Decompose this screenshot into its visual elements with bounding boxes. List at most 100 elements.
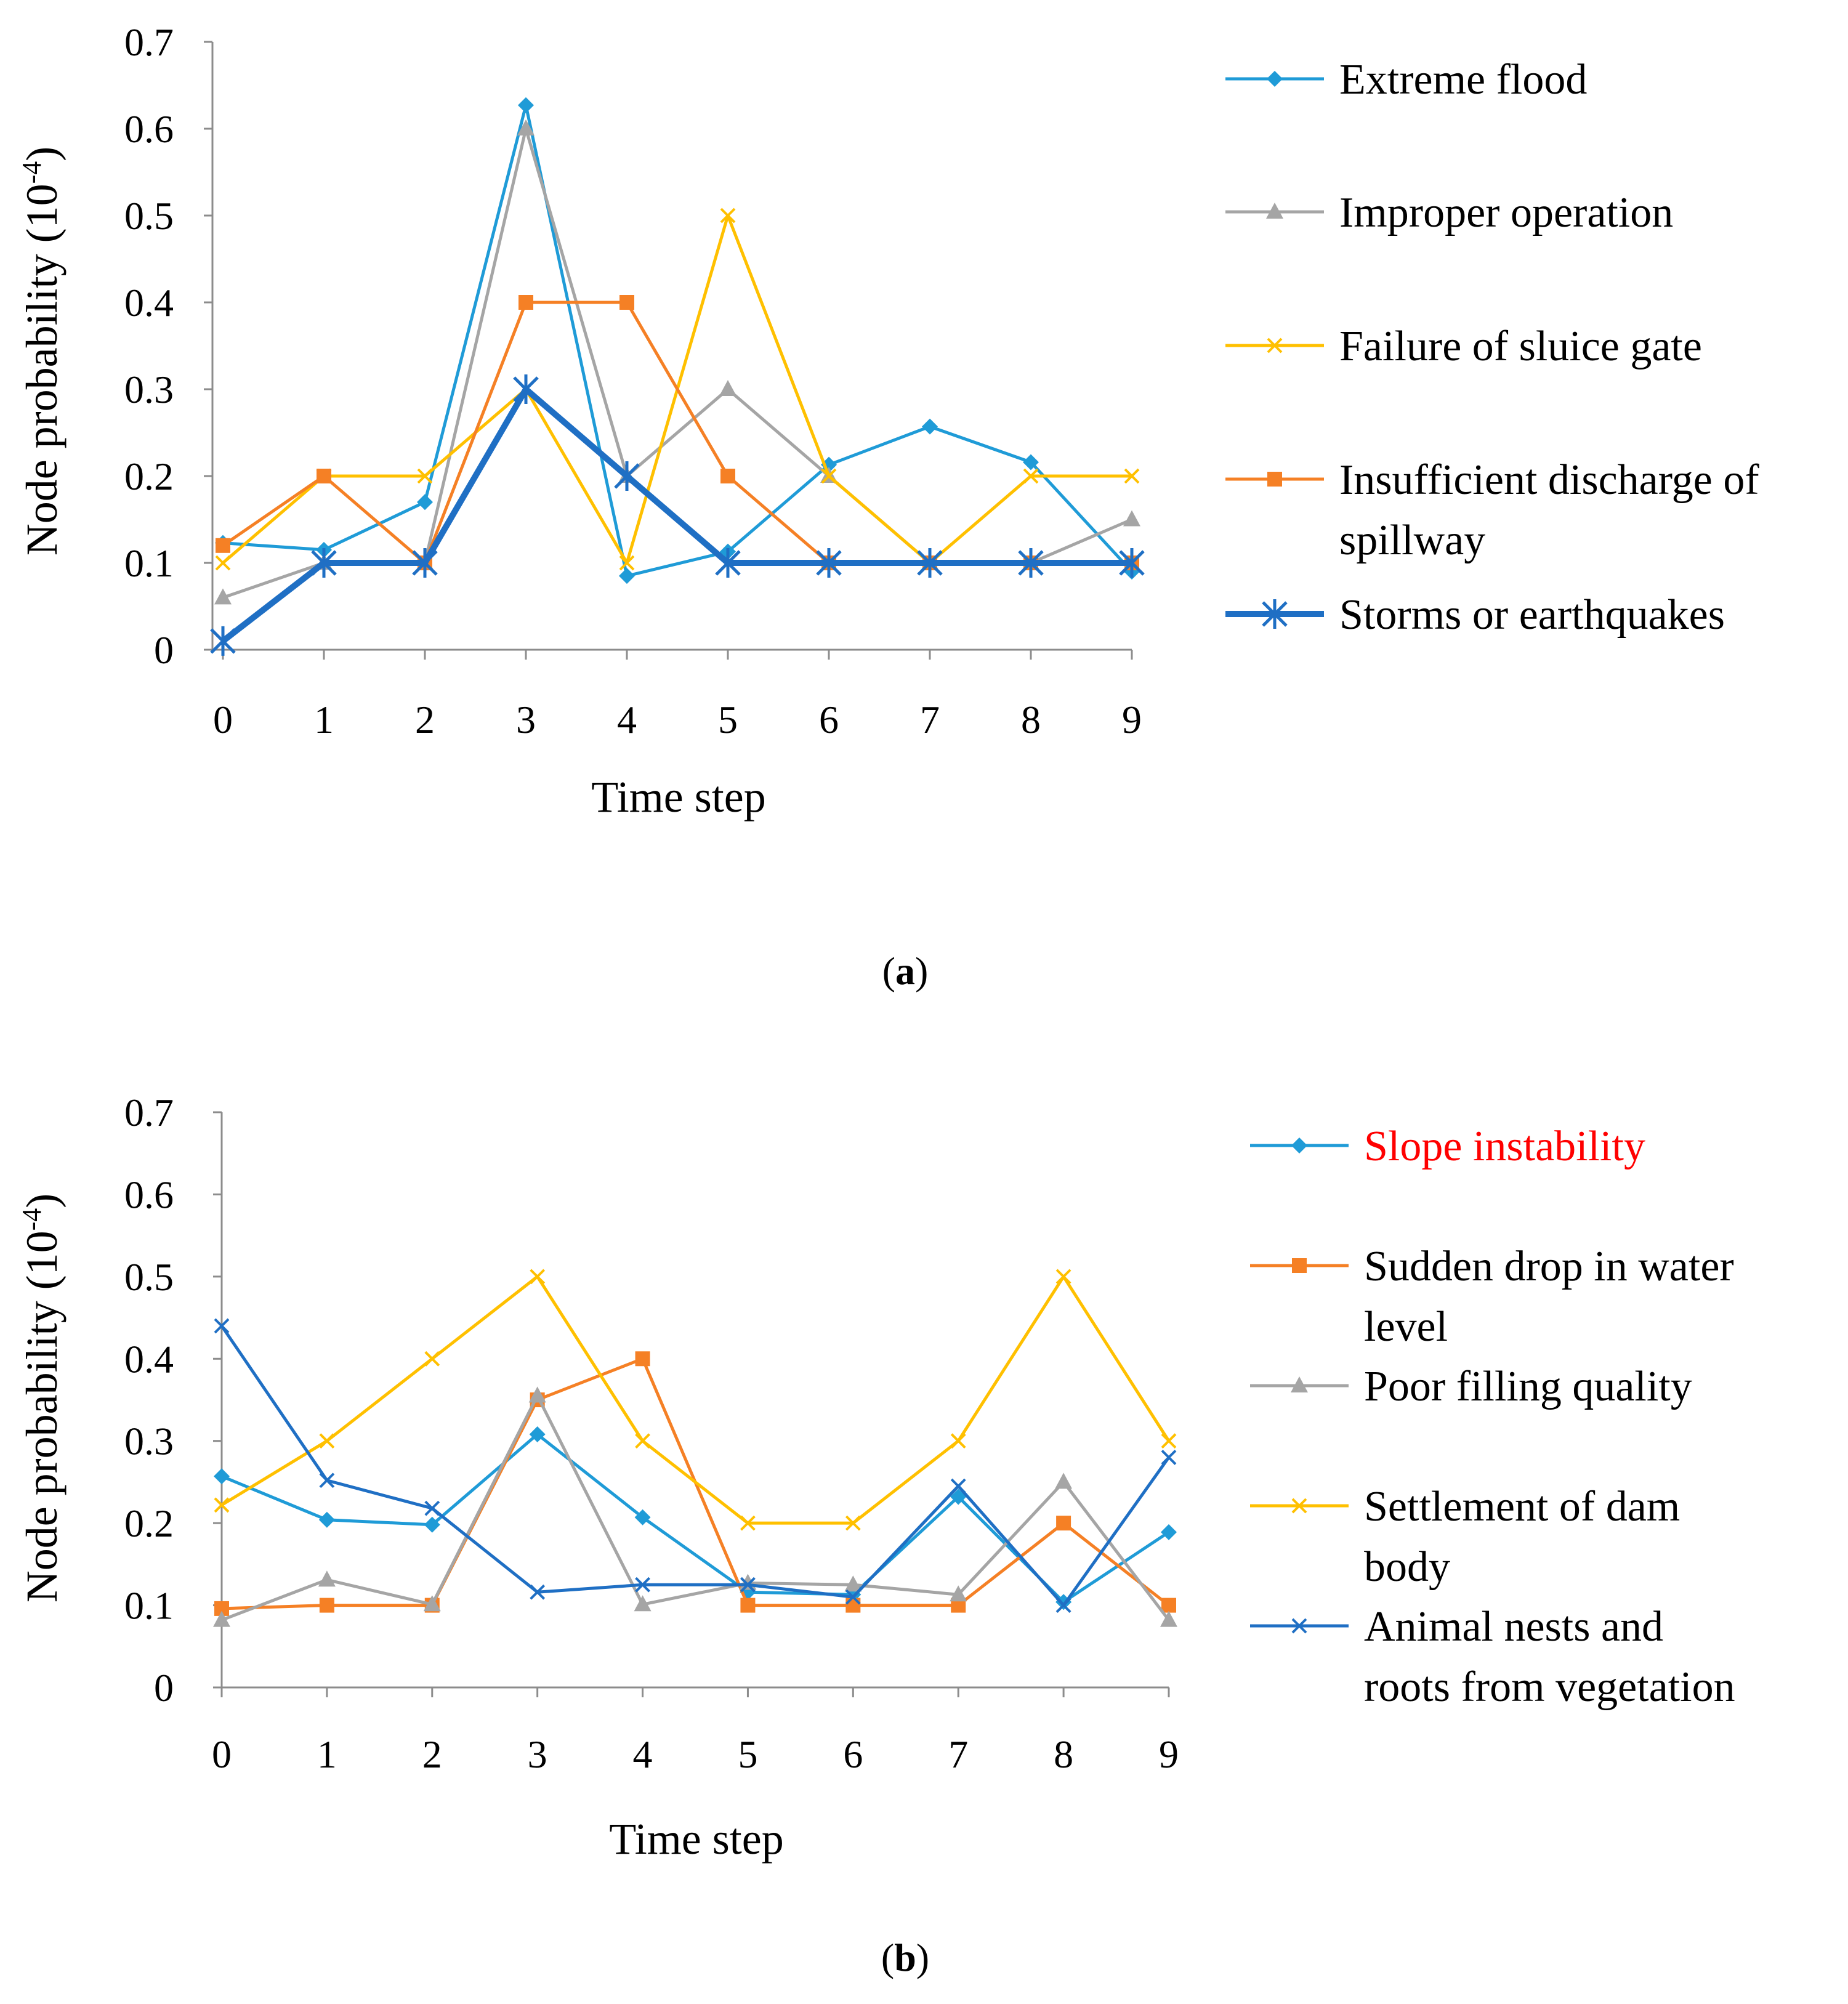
panel-b-line-poor-filling-quality [221, 1394, 1170, 1622]
panel-b-point-animal-nests-and-roots-from-vegetation [214, 1318, 230, 1334]
panel-b-caption: (b) [881, 1936, 929, 1979]
panel-b-point-poor-filling-quality [950, 1585, 967, 1602]
panel-b-legend-label: Settlement of dam [1364, 1483, 1680, 1530]
panel-b-point-settlement-of-dam-body [530, 1269, 546, 1285]
panel-a-point-insufficient-discharge-of-spillway [518, 295, 533, 310]
panel-a-y-axis-title-close: ) [17, 147, 67, 161]
panel-b-legend-label: level [1364, 1303, 1448, 1351]
panel-a-point-failure-of-sluice-gate [417, 468, 433, 484]
panel-b-legend-label: Animal nests and [1364, 1603, 1663, 1650]
panel-b-legend-swatch-marker [1291, 1137, 1307, 1154]
panel-a-point-insufficient-discharge-of-spillway [619, 295, 634, 310]
panel-a-x-tick-label: 2 [415, 698, 435, 741]
panel-a-point-improper-operation [1123, 510, 1140, 527]
panel-b-series-slope-instability [214, 1426, 1177, 1610]
panel-b-legend-swatch-marker [1291, 1498, 1307, 1514]
panel-a-point-improper-operation [719, 380, 736, 396]
panel-a-legend-item-storms-or-earthquakes: Storms or earthquakes [1225, 591, 1725, 639]
panel-a-y-axis-title-main: Node probability (10 [17, 184, 67, 556]
panel-a-point-failure-of-sluice-gate [1023, 468, 1039, 484]
panel-b-y-tick-label: 0.6 [124, 1173, 174, 1216]
panel-b-legend-item-settlement-of-dam-body: Settlement of dam body [1250, 1483, 1680, 1591]
panel-b-series-poor-filling-quality [213, 1386, 1177, 1627]
panel-a-point-storms-or-earthquakes [412, 548, 438, 578]
panel-a-point-extreme-flood [922, 418, 938, 435]
panel-b-x-tick-label: 6 [843, 1732, 863, 1776]
panel-b-point-poor-filling-quality [1160, 1610, 1177, 1627]
panel-a-legend: Extreme flood Improper operation Failure o… [1225, 56, 1759, 639]
panel-a-legend-label: Insufficient discharge of [1339, 456, 1759, 504]
panel-b-point-slope-instability [214, 1468, 230, 1485]
panel-b-chart: 0 0.1 0.2 0.3 0.4 0.5 0.6 0.7 0 1 2 3 4 5 6 7 8 9 Time st… [17, 1091, 1735, 1979]
panel-a-y-tick-label: 0.5 [124, 194, 174, 238]
panel-a-x-tick-label: 1 [314, 698, 334, 741]
panel-b-point-poor-filling-quality [634, 1595, 652, 1612]
panel-b-point-settlement-of-dam-body [635, 1433, 650, 1449]
panel-b-x-tick-label: 5 [738, 1732, 757, 1776]
panel-a-point-failure-of-sluice-gate [1124, 468, 1140, 484]
panel-b-x-tick-label: 4 [633, 1732, 653, 1776]
panel-a-point-failure-of-sluice-gate [215, 555, 231, 571]
panel-b-x-tick-label: 9 [1159, 1732, 1179, 1776]
panel-b-point-animal-nests-and-roots-from-vegetation [845, 1589, 861, 1605]
panel-b-point-settlement-of-dam-body [319, 1433, 335, 1449]
panel-b-legend-swatch-marker [1291, 1376, 1308, 1392]
panel-a-x-axis-title: Time step [591, 772, 765, 822]
panel-b-x-tick-label: 7 [948, 1732, 968, 1776]
panel-a-legend-item-insufficient-discharge-of-spillway: Insufficient discharge of spillway [1225, 456, 1759, 564]
panel-a-legend-item-failure-of-sluice-gate: Failure of sluice gate [1225, 323, 1702, 370]
panel-a-legend-item-extreme-flood: Extreme flood [1225, 56, 1587, 103]
panel-b-legend-label: Sudden drop in water [1364, 1243, 1734, 1290]
panel-a-point-extreme-flood [1023, 454, 1039, 471]
panel-b-y-tick-label: 0.3 [124, 1420, 174, 1463]
panel-a-x-tick-label: 0 [213, 698, 233, 741]
panel-a-point-storms-or-earthquakes [311, 548, 337, 578]
panel-b-point-animal-nests-and-roots-from-vegetation [1055, 1598, 1071, 1613]
panel-b-point-slope-instability [1161, 1524, 1177, 1540]
panel-b-point-poor-filling-quality [213, 1610, 230, 1627]
panel-b-point-sudden-drop-in-water-level [845, 1598, 861, 1613]
panel-a-line-improper-operation [222, 127, 1132, 599]
panel-b-legend-item-poor-filling-quality: Poor filling quality [1250, 1363, 1692, 1410]
panel-a-point-storms-or-earthquakes [917, 548, 943, 578]
panel-b-point-sudden-drop-in-water-level [740, 1598, 756, 1613]
panel-a-point-storms-or-earthquakes [513, 374, 539, 404]
panel-b-y-tick-label: 0.4 [124, 1337, 174, 1381]
panel-a-point-storms-or-earthquakes [614, 461, 640, 491]
panel-a-y-axis-title-exponent: -4 [17, 161, 47, 184]
panel-a-y-tick-label: 0.7 [124, 20, 174, 64]
panel-b-y-tick-label: 0.2 [124, 1501, 174, 1545]
panel-b-point-sudden-drop-in-water-level [1056, 1516, 1071, 1531]
panel-a-point-insufficient-discharge-of-spillway [216, 538, 230, 553]
panel-b-series-animal-nests-and-roots-from-vegetation [214, 1318, 1177, 1613]
panel-b-point-poor-filling-quality [1055, 1473, 1073, 1489]
panel-b-point-animal-nests-and-roots-from-vegetation [424, 1500, 440, 1516]
panel-a-y-tick-label: 0.3 [124, 368, 174, 411]
panel-b-y-tick-label: 0.5 [124, 1255, 174, 1299]
panel-a-point-storms-or-earthquakes [1018, 548, 1044, 578]
panel-b-point-slope-instability [634, 1509, 651, 1525]
panel-a-caption-close: ) [915, 949, 928, 993]
panel-a-caption: (a) [882, 949, 929, 993]
panel-b-point-sudden-drop-in-water-level [319, 1598, 334, 1613]
panel-a-x-tick-label: 6 [819, 698, 839, 741]
panel-b-y-axis-title-exponent: -4 [17, 1208, 47, 1231]
panel-b-caption-open: ( [881, 1936, 894, 1979]
panel-a-x-tick-label: 7 [920, 698, 940, 741]
panel-b-point-slope-instability [529, 1426, 546, 1443]
panel-a-series-improper-operation [214, 119, 1140, 605]
panel-b-point-poor-filling-quality [423, 1595, 441, 1612]
panel-a-legend-swatch-marker [1267, 71, 1283, 87]
panel-a-caption-label: a [895, 949, 915, 993]
panel-a-axes: 0 0.1 0.2 0.3 0.4 0.5 0.6 0.7 0 1 2 3 4 5 6 7 8 9 [124, 20, 1142, 741]
panel-b-x-axis-title: Time step [609, 1814, 783, 1864]
panel-a-line-storms-or-earthquakes [220, 386, 1132, 644]
panel-a-legend-label: Extreme flood [1339, 56, 1587, 103]
panel-a-legend-swatch-marker [1267, 337, 1283, 354]
panel-a-point-storms-or-earthquakes [816, 548, 842, 578]
panel-b-series [213, 1269, 1177, 1627]
panel-a-point-storms-or-earthquakes [1119, 548, 1145, 578]
panel-a-point-insufficient-discharge-of-spillway [720, 469, 735, 483]
panel-a-legend-swatch-marker [1262, 599, 1288, 629]
